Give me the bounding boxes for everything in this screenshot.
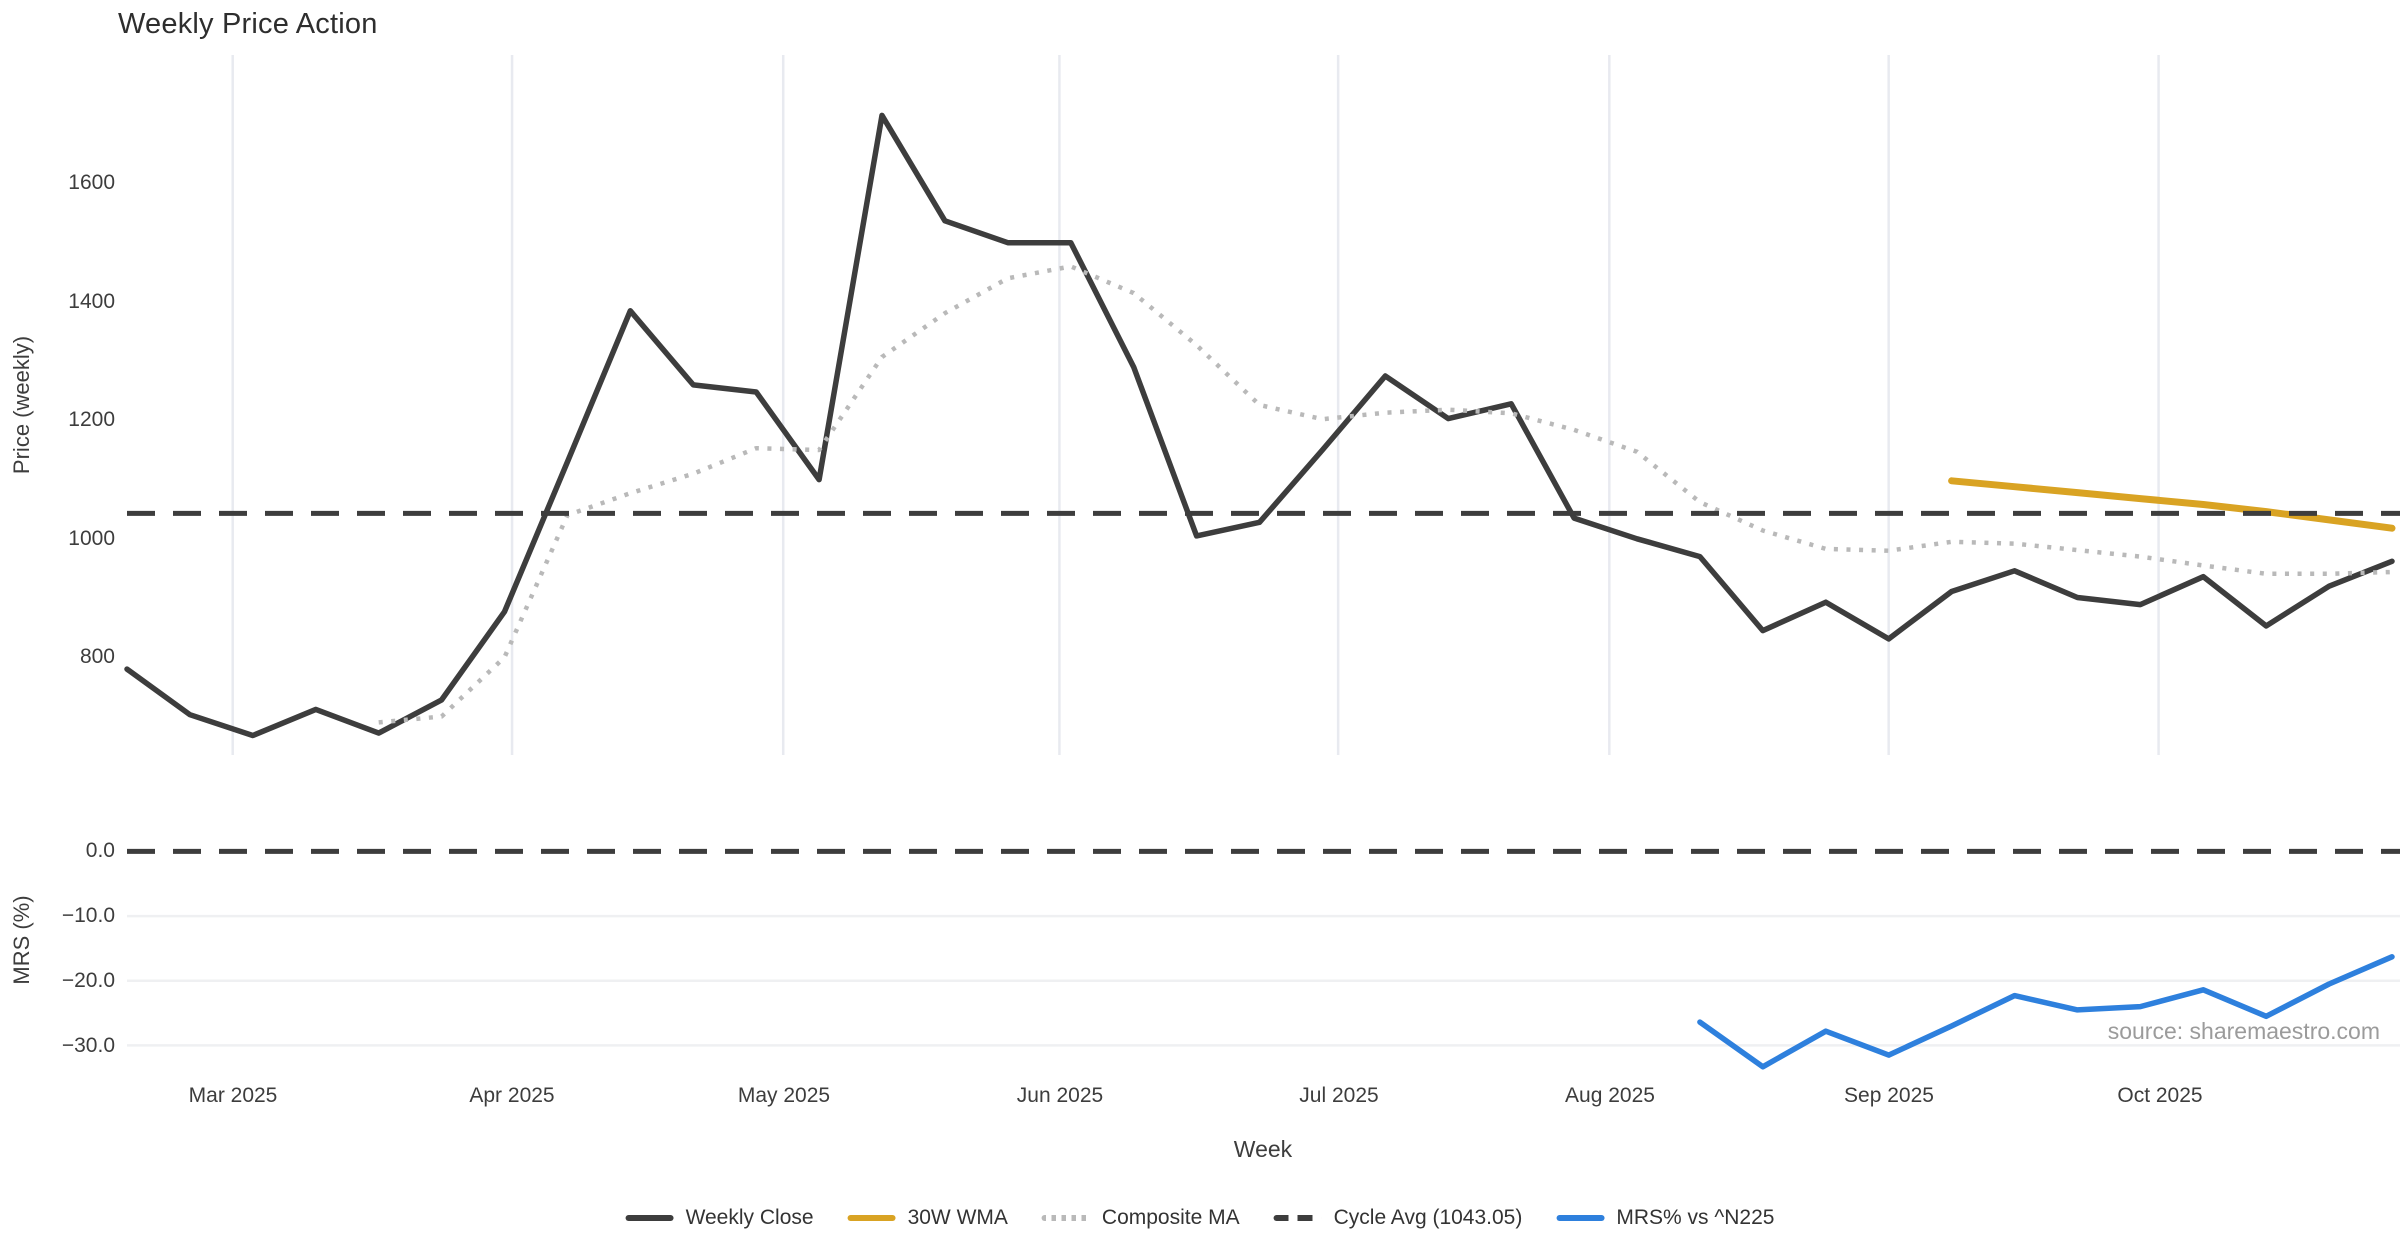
- wma-line-swatch: [847, 1215, 896, 1221]
- composite-ma-line-swatch: [1041, 1215, 1090, 1221]
- legend-label: 30W WMA: [907, 1206, 1008, 1229]
- mrs-tick-0: 0.0: [85, 839, 115, 862]
- chart-legend: Weekly Close 30W WMA Composite MA Cycle …: [625, 1206, 1774, 1230]
- month-tick-aug: Aug 2025: [1565, 1084, 1655, 1107]
- price-tick-1200: 1200: [68, 408, 115, 431]
- legend-item-mrs: MRS% vs ^N225: [1556, 1206, 1774, 1230]
- legend-label: Composite MA: [1101, 1206, 1240, 1229]
- legend-label: MRS% vs ^N225: [1616, 1206, 1775, 1229]
- 30w-wma-line: [1948, 477, 2396, 532]
- legend-label: Weekly Close: [685, 1206, 814, 1229]
- chart-title: Weekly Price Action: [118, 8, 378, 40]
- month-tick-jul: Jul 2025: [1299, 1084, 1379, 1107]
- legend-item-weekly-close: Weekly Close: [625, 1206, 814, 1230]
- price-axis-title: Price (weekly): [9, 335, 34, 475]
- price-tick-1400: 1400: [68, 290, 115, 313]
- price-tick-1600: 1600: [68, 171, 115, 194]
- month-tick-jun: Jun 2025: [1016, 1084, 1104, 1107]
- price-tick-1000: 1000: [68, 527, 115, 550]
- month-tick-sep: Sep 2025: [1844, 1084, 1934, 1107]
- legend-item-cycle-avg: Cycle Avg (1043.05): [1273, 1206, 1523, 1230]
- month-tick-apr: Apr 2025: [469, 1084, 555, 1107]
- week-axis-title: Week: [1233, 1136, 1293, 1162]
- source-attribution: source: sharemaestro.com: [2107, 1018, 2380, 1044]
- weekly-close-line-swatch: [625, 1215, 674, 1221]
- mrs-line-swatch: [1556, 1215, 1605, 1221]
- mrs-tick-neg20: −20.0: [61, 969, 115, 992]
- price-tick-800: 800: [79, 645, 115, 668]
- mrs-vs-n225-line: [1697, 954, 2395, 1070]
- legend-item-30w-wma: 30W WMA: [847, 1206, 1008, 1230]
- weekly-close-line: [124, 112, 2395, 739]
- legend-label: Cycle Avg (1043.05): [1333, 1206, 1523, 1229]
- month-tick-may: May 2025: [737, 1084, 831, 1107]
- mrs-tick-neg30: −30.0: [61, 1034, 115, 1057]
- legend-item-composite-ma: Composite MA: [1041, 1206, 1240, 1230]
- mrs-tick-neg10: −10.0: [61, 904, 115, 927]
- month-tick-oct: Oct 2025: [2117, 1084, 2203, 1107]
- month-tick-mar: Mar 2025: [188, 1084, 278, 1107]
- cycle-avg-line-swatch: [1273, 1215, 1322, 1221]
